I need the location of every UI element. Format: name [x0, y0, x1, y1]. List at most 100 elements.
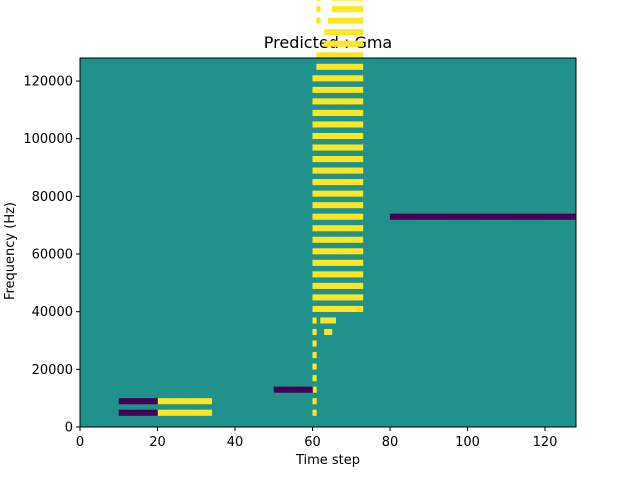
heatmap-cell-high — [324, 190, 329, 197]
heatmap-cell-high — [339, 6, 344, 13]
heatmap-cell-high — [347, 144, 352, 151]
heatmap-cell-high — [312, 86, 317, 93]
heatmap-cell-high — [320, 167, 325, 174]
heatmap-cell-low — [560, 213, 565, 220]
heatmap-cell-low — [390, 213, 395, 220]
heatmap-cell-high — [351, 0, 356, 1]
heatmap-cell-high — [188, 398, 193, 405]
heatmap-cell-high — [316, 98, 321, 105]
heatmap-cell-high — [343, 294, 348, 301]
heatmap-cell-high — [355, 225, 360, 232]
heatmap-cell-high — [316, 213, 321, 220]
heatmap-cell-high — [335, 248, 340, 255]
heatmap-cell-high — [320, 259, 325, 266]
heatmap-cell-high — [335, 282, 340, 289]
heatmap-cell-high — [320, 179, 325, 186]
heatmap-cell-high — [316, 109, 321, 116]
heatmap-cell-high — [316, 190, 321, 197]
heatmap-cell-high — [351, 190, 356, 197]
heatmap-cell-low — [138, 409, 143, 416]
heatmap-cell-high — [335, 40, 340, 47]
heatmap-cell-high — [312, 236, 317, 243]
heatmap-cell-high — [312, 202, 317, 209]
heatmap-cell-high — [316, 282, 321, 289]
heatmap-cell-high — [328, 213, 333, 220]
heatmap-cell-high — [331, 305, 337, 312]
heatmap-cell-high — [343, 121, 348, 128]
heatmap-cell-high — [324, 109, 329, 116]
x-tick-label: 20 — [149, 435, 166, 450]
heatmap-cell-high — [324, 98, 329, 105]
heatmap-cell-high — [343, 0, 348, 1]
heatmap-cell-high — [204, 398, 209, 405]
heatmap-cell-low — [134, 398, 139, 405]
heatmap-cell-high — [180, 398, 185, 405]
heatmap-cell-high — [312, 352, 317, 359]
heatmap-cell-high — [312, 317, 317, 324]
heatmap-cell-high — [339, 248, 344, 255]
heatmap-cell-low — [149, 398, 154, 405]
heatmap-cell-high — [328, 179, 333, 186]
heatmap-cell-high — [355, 75, 360, 82]
heatmap-cell-high — [359, 213, 364, 220]
heatmap-cell-high — [339, 259, 344, 266]
y-tick-label: 60000 — [32, 248, 73, 263]
heatmap-cell-high — [331, 6, 337, 13]
heatmap-cell-low — [153, 409, 158, 416]
heatmap-cell-high — [312, 75, 317, 82]
heatmap-cell-high — [343, 305, 348, 312]
heatmap-cell-high — [359, 98, 364, 105]
heatmap-cell-high — [343, 40, 348, 47]
x-tick-label: 120 — [533, 435, 558, 450]
heatmap-cell-high — [328, 132, 333, 140]
heatmap-cell-low — [459, 213, 464, 220]
heatmap-cell-low — [281, 386, 286, 393]
heatmap-cell-high — [320, 156, 325, 163]
heatmap-cell-high — [343, 17, 348, 24]
heatmap-cell-low — [118, 409, 123, 416]
heatmap-cell-high — [320, 213, 325, 220]
heatmap-cell-high — [324, 259, 329, 266]
heatmap-cell-high — [176, 398, 182, 405]
heatmap-cell-high — [312, 109, 317, 116]
heatmap-cell-high — [355, 236, 360, 243]
heatmap-cell-high — [359, 202, 364, 209]
heatmap-cell-high — [320, 98, 325, 105]
heatmap-cell-low — [479, 213, 484, 220]
heatmap-cell-high — [324, 75, 329, 82]
heatmap-cell-high — [339, 121, 344, 128]
heatmap-cell-high — [312, 340, 317, 347]
heatmap-cell-high — [335, 52, 340, 59]
heatmap-cell-high — [328, 86, 333, 93]
heatmap-cell-high — [312, 132, 317, 140]
heatmap-cell-high — [320, 282, 325, 289]
heatmap-cell-low — [452, 213, 457, 220]
heatmap-cell-high — [359, 294, 364, 301]
heatmap-cell-high — [343, 225, 348, 232]
heatmap-cell-high — [335, 259, 340, 266]
heatmap-cell-high — [320, 63, 325, 70]
heatmap-cell-high — [316, 305, 321, 312]
heatmap-cell-low — [421, 213, 426, 220]
heatmap-cell-high — [339, 132, 344, 140]
heatmap-cell-high — [339, 179, 344, 186]
heatmap-cell-high — [339, 305, 344, 312]
heatmap-cell-high — [359, 259, 364, 266]
heatmap-cell-high — [316, 144, 321, 151]
heatmap-cell-high — [316, 52, 321, 59]
heatmap-cell-high — [331, 259, 337, 266]
heatmap-cell-high — [359, 305, 364, 312]
heatmap-cell-low — [556, 213, 561, 220]
heatmap-cell-high — [339, 156, 344, 163]
heatmap-cell-high — [328, 144, 333, 151]
heatmap-cell-high — [312, 409, 317, 416]
heatmap-cell-high — [320, 317, 325, 324]
heatmap-cell-high — [324, 225, 329, 232]
x-tick-label: 40 — [227, 435, 244, 450]
heatmap-cell-high — [316, 179, 321, 186]
heatmap-cell-low — [297, 386, 302, 393]
heatmap-cell-high — [335, 236, 340, 243]
heatmap-cell-high — [347, 29, 352, 36]
